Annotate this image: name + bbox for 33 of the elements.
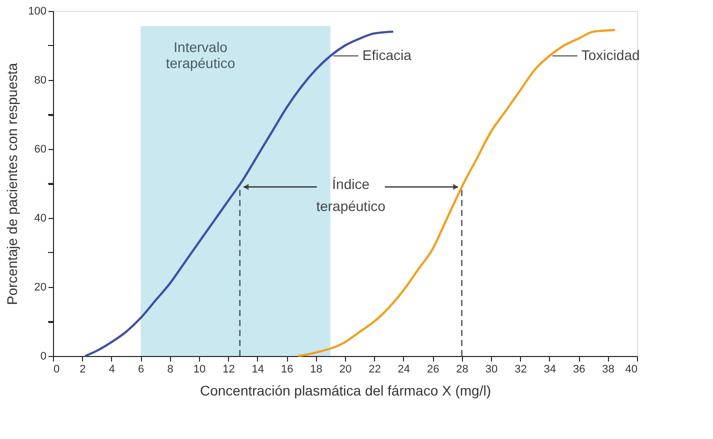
x-tick-label: 10 — [193, 364, 206, 376]
series-label: Toxicidad — [581, 46, 640, 63]
x-tick-label: 18 — [310, 364, 322, 376]
x-tick-label: 24 — [398, 364, 410, 376]
y-tick-label: 40 — [34, 212, 46, 224]
x-tick-label: 38 — [602, 364, 614, 376]
y-tick-label: 0 — [40, 350, 46, 362]
x-axis-title: Concentración plasmática del fármaco X (mg/l) — [200, 382, 492, 398]
annotation: Índice terapéutico — [316, 176, 386, 214]
y-tick-label: 20 — [34, 282, 46, 294]
y-tick-label: 60 — [34, 144, 46, 156]
x-tick-label: 14 — [252, 364, 264, 376]
x-tick-label: 20 — [339, 364, 352, 376]
x-tick-label: 22 — [368, 364, 381, 376]
x-tick-label: 40 — [625, 364, 638, 376]
x-tick-label: 26 — [426, 364, 440, 376]
x-tick-label: 8 — [167, 364, 174, 376]
x-tick-label: 2 — [80, 364, 86, 376]
y-axis-title: Porcentaje de pacientes con respuesta — [4, 62, 20, 306]
x-tick-label: 28 — [456, 364, 468, 376]
x-tick-label: 32 — [514, 364, 527, 376]
series-label: Eficacia — [362, 46, 412, 63]
x-tick-label: 30 — [485, 364, 498, 376]
x-tick-label: 4 — [108, 364, 115, 376]
x-tick-label: 16 — [280, 364, 294, 376]
x-tick-label: 34 — [544, 364, 556, 376]
x-tick-label: 0 — [54, 364, 60, 376]
x-tick-label: 6 — [138, 364, 144, 376]
y-tick-label: 80 — [34, 74, 46, 86]
band-label: Intervalo terapéutico — [166, 39, 236, 71]
x-tick-label: 36 — [572, 364, 586, 376]
y-tick-label: 100 — [28, 6, 46, 18]
x-tick-label: 12 — [222, 364, 235, 376]
